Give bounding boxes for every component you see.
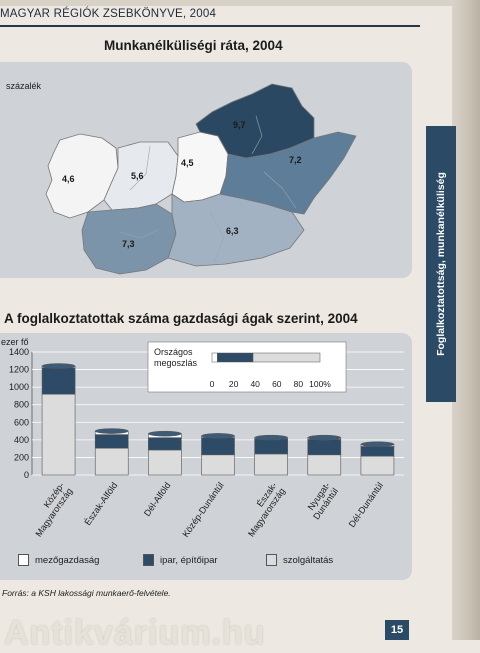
bar-industry	[254, 438, 288, 455]
region-label-kozep-dunantul: 5,6	[131, 171, 144, 181]
legend-label-agriculture: mezőgazdaság	[35, 554, 100, 566]
chapter-side-tab-label: Foglalkoztatottság, munkanélküliség	[435, 172, 447, 356]
x-category-label-line: Dél-Alföld	[142, 480, 173, 518]
source-note: Forrás: a KSH lakossági munkaerő-felvéte…	[2, 588, 171, 598]
inset-stacked-bar	[211, 352, 321, 363]
y-tick-label: 0	[24, 470, 29, 480]
bar-industry	[148, 437, 182, 451]
bar-services	[307, 454, 342, 476]
y-tick-label: 600	[14, 417, 29, 427]
running-head: MAGYAR RÉGIÓK ZSEBKÖNYVE, 2004	[0, 8, 217, 20]
bar-services	[201, 454, 235, 476]
hungary-map: 4,6 5,6 4,5 7,3 6,3 7,2 9,7	[45, 83, 357, 275]
inset-segment-services	[252, 352, 321, 363]
legend-label-industry: ipar, építőipar	[160, 554, 218, 566]
y-tick-label: 200	[14, 452, 29, 462]
header-rule	[0, 25, 420, 27]
inset-label-line1: Országos	[154, 347, 193, 357]
bar-services	[94, 447, 129, 476]
national-share-inset: Országos megoszlás 0 20 40 60 80 100%	[147, 341, 347, 393]
bar-top-cap	[360, 441, 395, 447]
page-top-edge	[0, 0, 480, 6]
x-category-label-line: Dél-Dunántúl	[347, 480, 385, 529]
page-right-edge	[452, 0, 480, 640]
region-eszak-magyarorszag	[195, 83, 315, 159]
region-label-kozep-magyarorszag: 4,5	[181, 158, 194, 168]
inset-box	[147, 341, 347, 393]
bar-top-cap	[148, 430, 182, 437]
region-label-nyugat-dunantul: 4,6	[62, 174, 75, 184]
x-category-label: Nyugat-Dunántúl	[306, 480, 340, 521]
bar-industry	[94, 434, 129, 449]
bar-industry	[307, 439, 342, 456]
legend-swatch-industry	[143, 554, 154, 566]
y-tick-label: 800	[14, 400, 29, 410]
region-label-eszak-magyarorszag: 9,7	[233, 120, 246, 130]
inset-tick-label: 60	[272, 379, 282, 389]
bar-top-cap	[254, 434, 288, 441]
region-label-del-dunantul: 7,3	[122, 239, 135, 249]
legend-swatch-agriculture	[18, 554, 29, 566]
y-axis: 0 200 400 600 800 1000 1200 1400	[9, 347, 33, 480]
x-category-label: Észak-Alföld	[82, 480, 119, 527]
region-label-del-alfold: 6,3	[226, 226, 239, 236]
legend-item-industry: ipar, építőipar	[143, 554, 218, 566]
y-tick-label: 1000	[9, 382, 29, 392]
bar-services	[254, 453, 288, 476]
bar-industry	[41, 367, 76, 395]
chart-title: A foglalkoztatottak száma gazdasági ágak…	[4, 311, 358, 326]
inset-tick-label: 0	[210, 379, 215, 389]
inset-tick-label: 100%	[309, 379, 331, 389]
region-label-eszak-alfold: 7,2	[289, 155, 302, 165]
county-borders	[119, 115, 297, 263]
page-number: 15	[385, 620, 409, 640]
x-category-label-line: Közép-Dunántúl	[180, 480, 225, 539]
chapter-side-tab	[426, 126, 456, 402]
y-tick-label: 1400	[9, 347, 29, 357]
x-category-label: Közép-Magyarország	[33, 480, 74, 538]
bar-industry	[360, 446, 395, 457]
bar-industry	[201, 437, 235, 456]
bar-top-cap	[41, 363, 76, 369]
x-category-label: Dél-Alföld	[142, 480, 173, 518]
inset-tick-label: 40	[250, 379, 260, 389]
x-category-label: Észak-Magyarország	[246, 480, 287, 538]
bar-top-cap	[307, 434, 342, 441]
x-category-label-line: Észak-Alföld	[82, 480, 119, 527]
legend-label-services: szolgáltatás	[283, 554, 334, 566]
bar-top-cap	[94, 428, 129, 434]
chart-unit-label: ezer fő	[1, 337, 29, 347]
bar-series	[41, 363, 395, 476]
y-tick-label: 1200	[9, 365, 29, 375]
watermark-logo: Antikvárium.hu	[4, 614, 266, 652]
bar-top-cap	[201, 433, 235, 439]
inset-tick-labels: 0 20 40 60 80 100%	[210, 379, 332, 389]
bar-services	[360, 455, 395, 476]
map-title: Munkanélküliségi ráta, 2004	[104, 38, 283, 53]
inset-segment-agriculture	[211, 352, 218, 363]
legend-item-agriculture: mezőgazdaság	[18, 554, 99, 566]
inset-label-line2: megoszlás	[154, 358, 198, 368]
inset-tick-label: 20	[229, 379, 239, 389]
inset-segment-industry	[217, 352, 254, 363]
region-nyugat-dunantul	[45, 133, 119, 219]
bar-services	[41, 393, 76, 476]
x-axis-labels: Közép-Magyarország Észak-Alföld Dél-Alföld…	[33, 480, 385, 539]
inset-tick-label: 80	[294, 379, 304, 389]
legend-item-services: szolgáltatás	[266, 554, 333, 566]
region-del-alfold	[167, 193, 305, 267]
y-tick-label: 400	[14, 435, 29, 445]
bar-services	[148, 449, 182, 476]
legend-swatch-services	[266, 554, 277, 566]
x-category-label: Közép-Dunántúl	[180, 480, 225, 539]
x-category-label: Dél-Dunántúl	[347, 480, 385, 529]
map-unit-label: százalék	[6, 81, 42, 91]
